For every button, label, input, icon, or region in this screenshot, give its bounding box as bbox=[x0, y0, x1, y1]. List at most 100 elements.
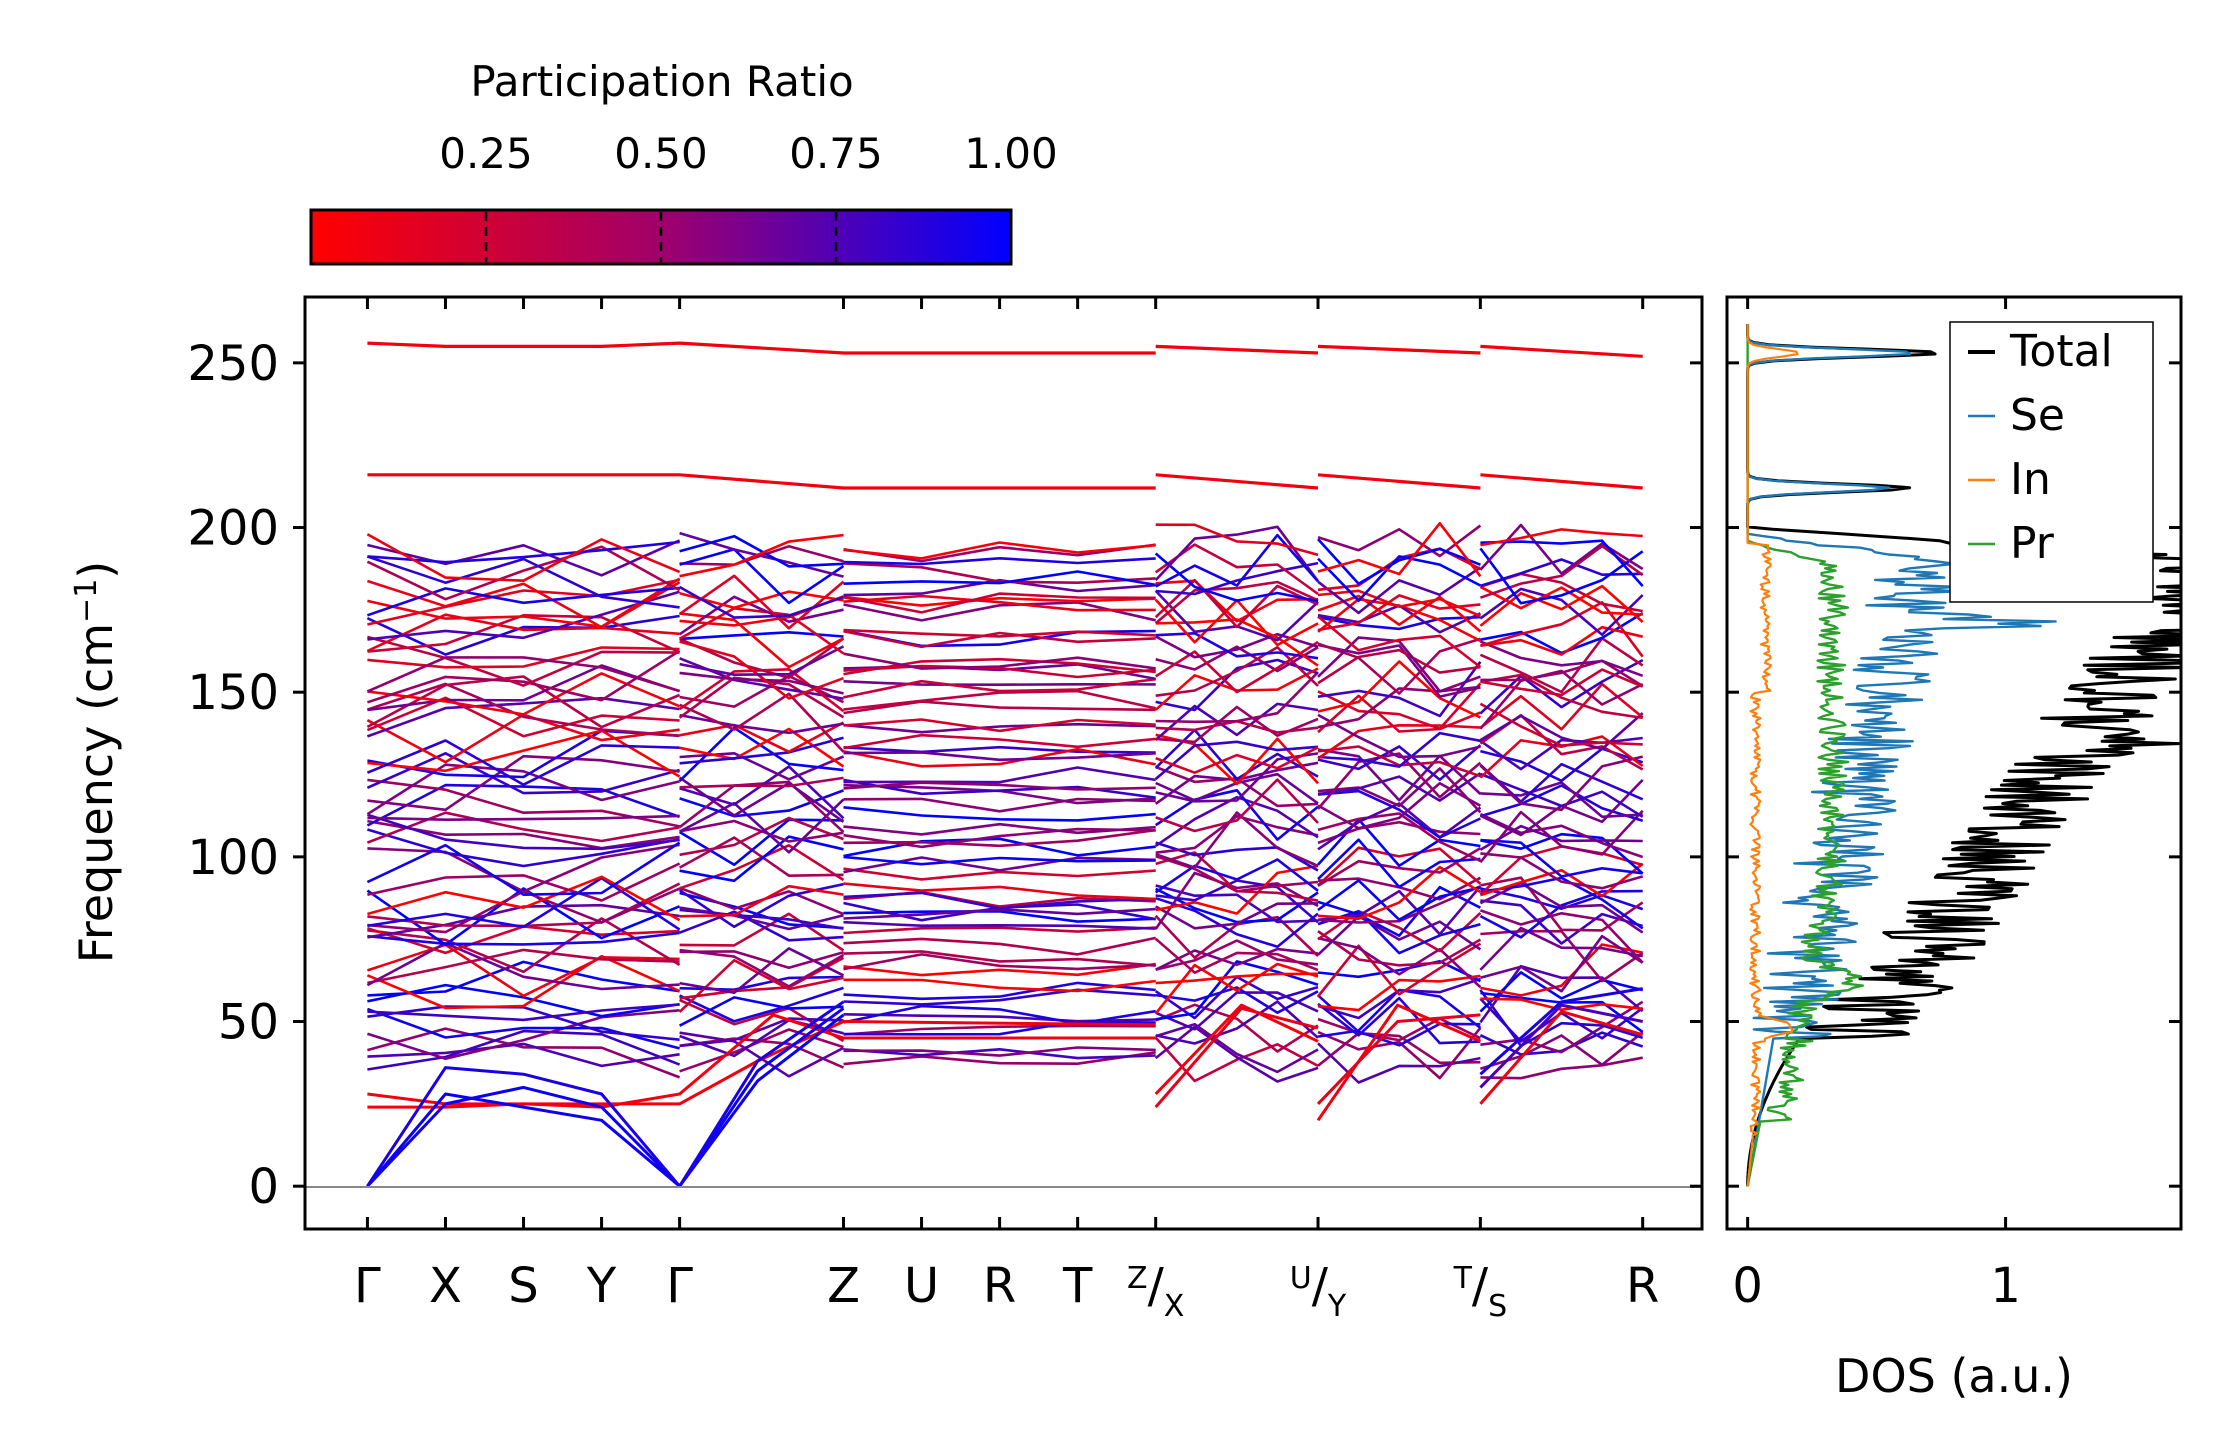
phonon-band bbox=[843, 981, 1156, 1001]
colorbar-title: Participation Ratio bbox=[470, 57, 853, 106]
phonon-band bbox=[366, 954, 681, 1010]
phonon-band bbox=[1317, 930, 1482, 967]
phonon-band bbox=[1155, 991, 1319, 1031]
phonon-band bbox=[843, 664, 1156, 679]
top-optical-band bbox=[1155, 344, 1319, 355]
phonon-band bbox=[1155, 561, 1319, 596]
dos-legend-box bbox=[1949, 321, 2154, 603]
dos-x-axis-title: DOS (a.u.) bbox=[1835, 1349, 2073, 1403]
k-point-label: Γ bbox=[666, 1258, 693, 1314]
dispersion-frame bbox=[303, 295, 1704, 1231]
phonon-band bbox=[843, 837, 1156, 858]
k-point-label: T/S bbox=[1453, 1258, 1508, 1324]
phonon-band bbox=[367, 862, 681, 902]
phonon-band-low bbox=[1479, 1010, 1644, 1105]
phonon-band bbox=[843, 766, 1156, 784]
phonon-band bbox=[1155, 671, 1319, 724]
phonon-band bbox=[367, 948, 680, 985]
phonon-band bbox=[1154, 871, 1319, 930]
phonon-band bbox=[1317, 996, 1481, 1045]
phonon-band bbox=[843, 689, 1156, 711]
phonon-band bbox=[366, 783, 681, 827]
phonon-band bbox=[843, 778, 1156, 799]
phonon-band bbox=[1155, 960, 1319, 1021]
k-point-label: R bbox=[983, 1258, 1016, 1314]
phonon-band bbox=[367, 931, 680, 946]
legend-label: Total bbox=[2009, 326, 2113, 377]
phonon-band bbox=[366, 841, 681, 896]
phonon-band bbox=[679, 534, 844, 568]
k-point-label: Γ bbox=[354, 1258, 381, 1314]
phonon-band bbox=[679, 798, 845, 854]
phonon-band bbox=[366, 887, 681, 946]
phonon-band bbox=[843, 557, 1156, 566]
phonon-band bbox=[1480, 668, 1644, 697]
phonon-band bbox=[1480, 876, 1644, 930]
y-tick-label: 100 bbox=[187, 830, 279, 886]
phonon-band bbox=[843, 978, 1156, 993]
phonon-band bbox=[678, 836, 844, 877]
phonon-band bbox=[1317, 960, 1481, 983]
phonon-band bbox=[1479, 712, 1644, 751]
phonon-band bbox=[678, 574, 845, 630]
phonon-band bbox=[1479, 772, 1644, 818]
phonon-band-low bbox=[1154, 1003, 1319, 1096]
dos-x-tick-label: 1 bbox=[1990, 1258, 2021, 1314]
phonon-band bbox=[679, 727, 845, 768]
phonon-band bbox=[1479, 584, 1644, 627]
phonon-band bbox=[366, 763, 680, 816]
phonon-band bbox=[843, 677, 1156, 699]
phonon-band bbox=[843, 781, 1156, 791]
y-tick-label: 200 bbox=[187, 501, 279, 557]
phonon-band bbox=[1317, 885, 1481, 924]
phonon-band bbox=[843, 594, 1156, 612]
phonon-band bbox=[366, 682, 680, 737]
phonon-band bbox=[1479, 547, 1644, 605]
phonon-band bbox=[1479, 971, 1644, 1013]
dos-pr-curve bbox=[1746, 324, 1864, 1187]
phonon-band bbox=[1479, 587, 1644, 636]
phonon-band bbox=[843, 595, 1156, 607]
acoustic-band bbox=[366, 1007, 845, 1188]
phonon-band bbox=[366, 613, 680, 653]
phonon-band bbox=[843, 882, 1156, 901]
phonon-band bbox=[843, 543, 1156, 563]
phonon-band bbox=[1480, 997, 1643, 1011]
phonon-band bbox=[1317, 838, 1481, 889]
phonon-band-low bbox=[1479, 1003, 1643, 1089]
phonon-band bbox=[1155, 887, 1319, 924]
k-point-label: U bbox=[904, 1258, 939, 1314]
phonon-band bbox=[1479, 881, 1644, 934]
top-optical-band bbox=[1480, 473, 1643, 490]
phonon-band bbox=[843, 700, 1156, 715]
phonon-band bbox=[843, 657, 1156, 676]
phonon-band bbox=[1317, 1042, 1481, 1084]
phonon-band-low bbox=[1479, 987, 1643, 1076]
phonon-band bbox=[679, 531, 844, 578]
phonon-band bbox=[1479, 702, 1643, 747]
k-point-label: X bbox=[429, 1258, 462, 1314]
phonon-band bbox=[1480, 539, 1644, 587]
phonon-band bbox=[679, 910, 844, 942]
k-point-label: Z/X bbox=[1127, 1258, 1184, 1324]
phonon-band bbox=[1317, 812, 1481, 863]
phonon-band bbox=[367, 590, 680, 641]
colorbar: Participation Ratio 0.25 0.50 0.75 1.00 bbox=[309, 57, 1058, 266]
phonon-band bbox=[843, 910, 1156, 923]
top-optical-band bbox=[1155, 473, 1319, 490]
y-tick-label: 150 bbox=[187, 665, 279, 721]
dos-frame bbox=[1725, 295, 2183, 1231]
phonon-band bbox=[843, 722, 1156, 734]
phonon-band bbox=[367, 539, 681, 577]
phonon-band bbox=[679, 948, 845, 988]
phonon-band bbox=[679, 844, 845, 890]
phonon-band bbox=[367, 635, 680, 687]
phonon-band bbox=[1155, 1022, 1319, 1074]
phonon-band bbox=[1317, 694, 1481, 734]
phonon-band bbox=[1317, 615, 1482, 669]
phonon-band bbox=[366, 941, 680, 991]
y-axis-title: Frequency (cm−1) bbox=[69, 561, 123, 964]
phonon-band bbox=[1155, 632, 1319, 660]
phonon-band bbox=[1155, 896, 1319, 948]
phonon-band bbox=[679, 736, 844, 765]
